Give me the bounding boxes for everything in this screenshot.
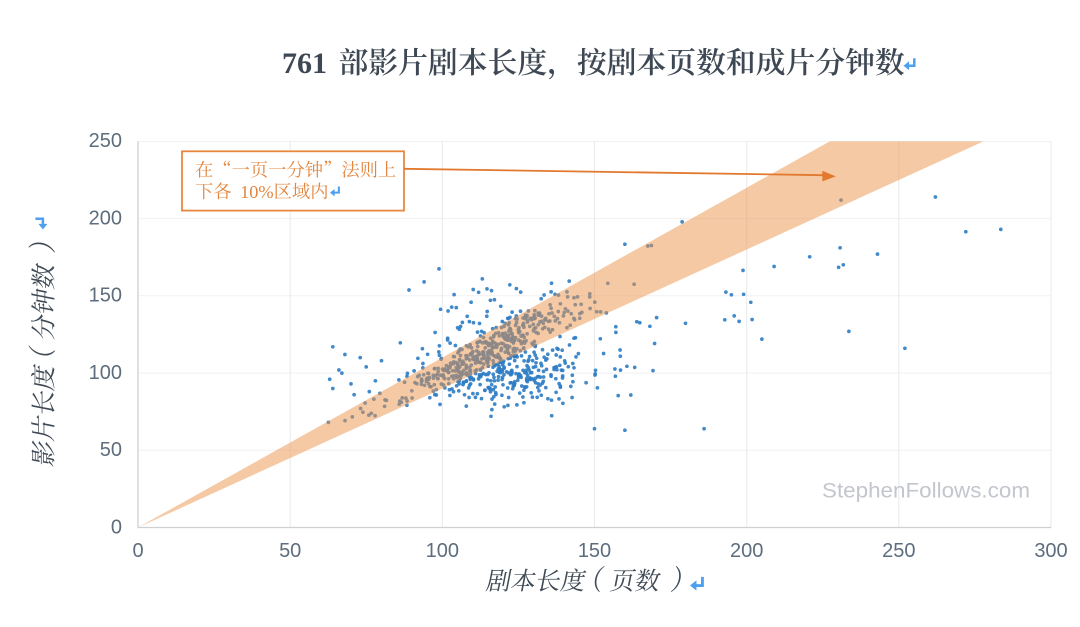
svg-text:0: 0 (111, 516, 122, 538)
svg-text:250: 250 (89, 130, 122, 152)
svg-text:761: 761 (282, 47, 327, 80)
svg-text:300: 300 (1034, 540, 1067, 562)
svg-text:150: 150 (578, 540, 611, 562)
svg-text:50: 50 (279, 540, 301, 562)
svg-text:StephenFollows.com: StephenFollows.com (822, 480, 1030, 503)
svg-text:10%: 10% (240, 182, 274, 202)
svg-text:150: 150 (89, 285, 122, 307)
svg-text:50: 50 (100, 439, 122, 461)
svg-text:250: 250 (882, 540, 915, 562)
svg-text:0: 0 (132, 540, 143, 562)
svg-text:100: 100 (426, 540, 459, 562)
svg-text:200: 200 (730, 540, 763, 562)
svg-text:100: 100 (89, 362, 122, 384)
svg-text:200: 200 (89, 207, 122, 229)
